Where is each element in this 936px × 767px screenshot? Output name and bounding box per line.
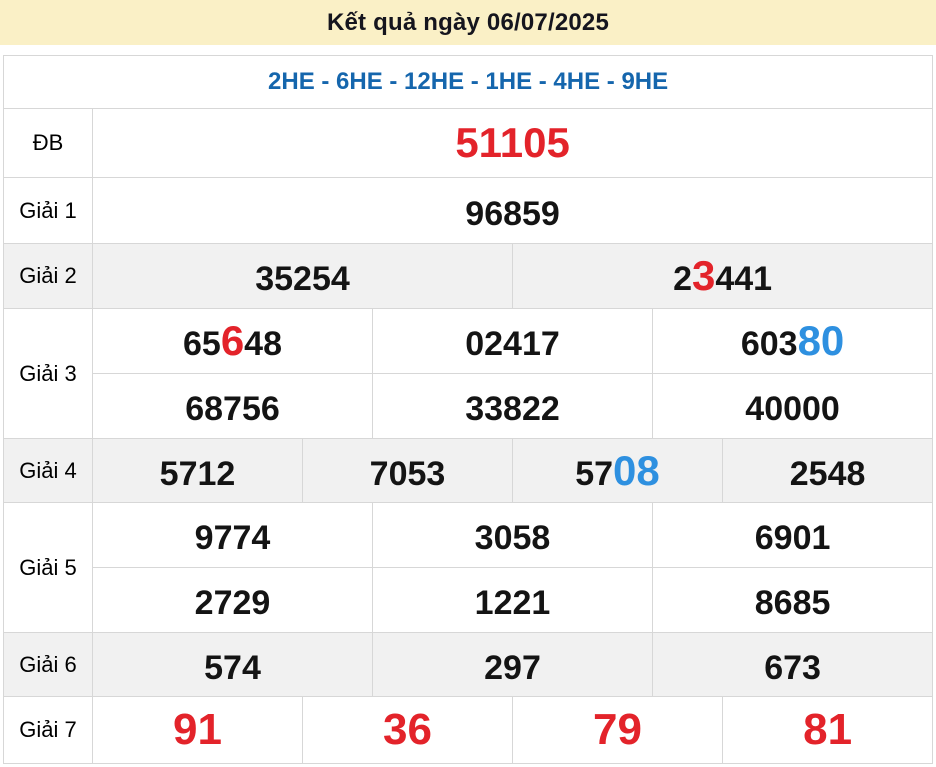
- prize-cell: 297: [372, 632, 653, 697]
- prize-number: 7053: [369, 454, 446, 493]
- prize-number: 6901: [754, 519, 831, 557]
- header-bar: Kết quả ngày 06/07/2025: [0, 0, 936, 45]
- prize-number: 91: [173, 705, 222, 754]
- prize-label-2: Giải 2: [3, 243, 93, 309]
- prize-number: 40000: [745, 390, 840, 428]
- prize-cell: 7053: [302, 438, 513, 503]
- prize-cell: 91: [92, 696, 303, 764]
- prize-cell: 40000: [651, 373, 934, 439]
- prize-cell: 5712: [92, 438, 303, 503]
- prize-number: 574: [204, 648, 261, 687]
- prize-cell: 33822: [372, 373, 653, 439]
- results-table: 2HE - 6HE - 12HE - 1HE - 4HE - 9HE ĐB 51…: [2, 55, 934, 764]
- prize-number: 23441: [673, 252, 773, 299]
- prize-number: 60380: [740, 317, 845, 364]
- prize-cell: 2729: [92, 567, 373, 633]
- he-summary-row: 2HE - 6HE - 12HE - 1HE - 4HE - 9HE: [2, 55, 934, 109]
- prize-cell: 5708: [512, 438, 723, 503]
- prize-cell: 02417: [372, 308, 653, 374]
- prize-number: 81: [803, 705, 853, 754]
- prize-cell: 673: [651, 632, 934, 697]
- row-prize-3b: 68756 33822 40000: [4, 373, 934, 439]
- prize-cell: 23441: [511, 243, 934, 309]
- prize-cell: 35254: [92, 243, 513, 309]
- prize-number: 2729: [194, 584, 271, 622]
- special-prize-number: 51105: [455, 119, 570, 166]
- prize-cell: 6901: [651, 502, 934, 568]
- prize-number: 3058: [474, 519, 551, 557]
- prize-cell: 96859: [91, 177, 934, 244]
- prize-label-5: Giải 5: [3, 502, 93, 633]
- prize-number: 79: [593, 705, 642, 754]
- prize-label-3: Giải 3: [3, 308, 93, 439]
- prize-number: 1221: [474, 584, 551, 622]
- prize-cell: 8685: [651, 567, 934, 633]
- prize-number: 673: [764, 648, 821, 687]
- prize-cell: 9774: [92, 502, 373, 568]
- prize-label-7: Giải 7: [3, 696, 93, 764]
- prize-number: 5708: [575, 446, 660, 494]
- prize-cell: 68756: [92, 373, 373, 439]
- prize-number: 96859: [465, 194, 560, 233]
- prize-cell: 65648: [92, 308, 373, 374]
- prize-number: 68756: [185, 390, 280, 428]
- prize-cell: 81: [721, 696, 934, 764]
- prize-number: 2548: [789, 454, 866, 493]
- row-prize-2: Giải 2 35254 23441: [3, 243, 934, 309]
- prize-cell: 79: [512, 696, 723, 764]
- special-prize-cell: 51105: [91, 108, 934, 178]
- prize-label-6: Giải 6: [3, 632, 93, 697]
- prize-number: 65648: [182, 317, 282, 364]
- prize-number: 9774: [194, 519, 271, 557]
- prize-cell: 574: [92, 632, 373, 697]
- prize-number: 33822: [465, 390, 560, 428]
- prize-label-4: Giải 4: [3, 438, 93, 503]
- prize-number: 297: [484, 648, 541, 687]
- prize-cell: 3058: [372, 502, 653, 568]
- he-summary-text: 2HE - 6HE - 12HE - 1HE - 4HE - 9HE: [2, 55, 934, 109]
- prize-cell: 60380: [651, 308, 934, 374]
- prize-number: 02417: [465, 325, 560, 363]
- prize-number: 5712: [159, 454, 236, 493]
- prize-cell: 2548: [721, 438, 934, 503]
- prize-cell: 1221: [372, 567, 653, 633]
- row-prize-5b: 2729 1221 8685: [4, 567, 934, 633]
- row-special-prize: ĐB 51105: [3, 108, 934, 178]
- prize-label-1: Giải 1: [3, 177, 93, 244]
- row-prize-5: Giải 5 9774 3058 6901: [3, 502, 934, 633]
- prize-number: 36: [383, 705, 432, 754]
- prize-number: 35254: [255, 260, 350, 298]
- row-prize-3: Giải 3 65648 02417 60380: [3, 308, 934, 439]
- page-title: Kết quả ngày 06/07/2025: [326, 8, 610, 36]
- prize-number: 8685: [754, 584, 831, 622]
- row-prize-1: Giải 1 96859: [3, 177, 934, 244]
- row-prize-6: Giải 6 574 297 673: [3, 632, 934, 697]
- prize-cell: 36: [302, 696, 513, 764]
- row-prize-4: Giải 4 5712 7053 5708 2548: [3, 438, 934, 503]
- prize-label-db: ĐB: [3, 108, 93, 178]
- row-prize-7: Giải 7 91 36 79 81: [3, 696, 934, 764]
